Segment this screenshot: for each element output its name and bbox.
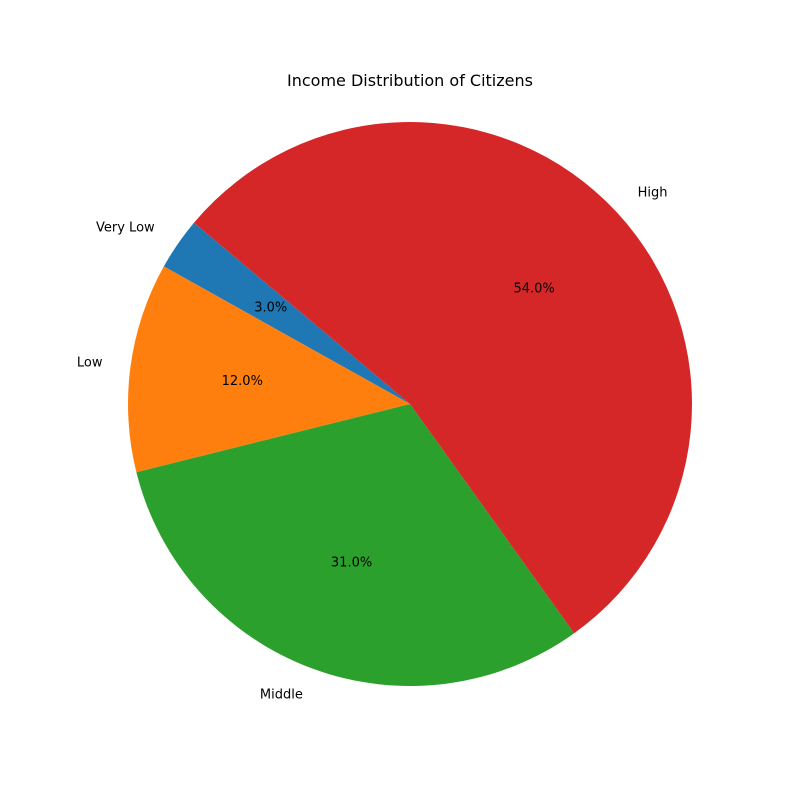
pie-slice-middle bbox=[136, 404, 575, 686]
pie-slice-low bbox=[127, 266, 410, 473]
chart-title: Income Distribution of Citizens bbox=[287, 71, 533, 90]
slice-category-label: Low bbox=[77, 355, 103, 370]
slice-percent-label: 3.0% bbox=[254, 300, 287, 315]
slice-category-label: Middle bbox=[260, 688, 303, 703]
slice-percent-label: 12.0% bbox=[222, 374, 263, 389]
pie-slice-very-low bbox=[163, 222, 410, 404]
slice-category-label: High bbox=[638, 186, 668, 201]
slice-category-label: Very Low bbox=[96, 220, 155, 235]
pie-slice-high bbox=[193, 122, 692, 634]
slice-percent-label: 54.0% bbox=[513, 282, 554, 297]
slice-percent-label: 31.0% bbox=[331, 555, 372, 570]
